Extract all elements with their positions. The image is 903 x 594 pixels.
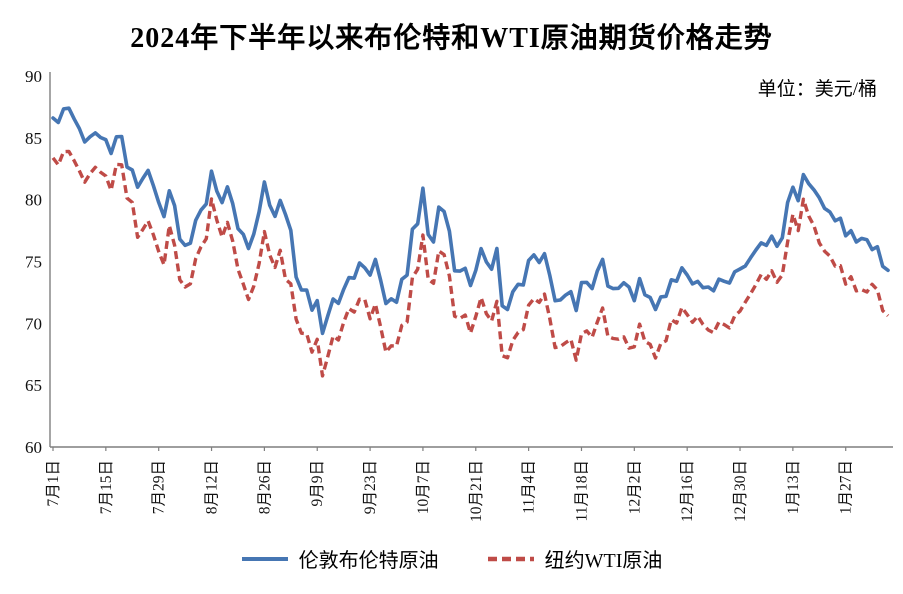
legend-item-brent: 伦敦布伦特原油	[241, 544, 439, 573]
y-tick-label: 80	[25, 191, 42, 210]
chart-legend: 伦敦布伦特原油 纽约WTI原油	[0, 544, 903, 573]
x-tick-label: 12月16日	[679, 460, 696, 522]
y-tick-label: 65	[25, 376, 42, 395]
unit-label: 单位：美元/桶	[757, 79, 877, 100]
y-tick-label: 70	[25, 314, 42, 333]
y-tick-label: 90	[25, 67, 42, 86]
x-tick-label: 1月13日	[785, 460, 802, 514]
wti-dashed-line-sample-icon	[487, 556, 534, 561]
x-tick-label: 10月21日	[468, 460, 485, 522]
legend-label-wti: 纽约WTI原油	[544, 550, 663, 572]
x-tick-label: 7月15日	[98, 460, 115, 514]
x-tick-label: 9月23日	[362, 460, 379, 514]
x-tick-label: 11月18日	[573, 460, 590, 521]
x-tick-label: 12月30日	[732, 460, 749, 522]
x-tick-label: 8月12日	[204, 460, 221, 514]
x-tick-label: 10月7日	[415, 460, 432, 514]
x-tick-label: 1月27日	[838, 460, 855, 514]
x-tick-label: 7月1日	[45, 460, 62, 507]
y-tick-label: 85	[25, 129, 42, 148]
y-tick-label: 75	[25, 253, 42, 272]
x-tick-label: 12月2日	[626, 460, 643, 514]
brent-line-sample-icon	[241, 556, 288, 561]
x-tick-label: 11月4日	[521, 460, 538, 514]
series-line-brent	[51, 106, 890, 336]
legend-label-brent: 伦敦布伦特原油	[298, 550, 439, 572]
series-line-wti	[51, 149, 890, 378]
x-tick-label: 9月9日	[309, 460, 326, 507]
x-tick-label: 7月29日	[151, 460, 168, 514]
x-tick-label: 8月26日	[256, 460, 273, 514]
y-tick-label: 60	[25, 438, 42, 457]
legend-item-wti: 纽约WTI原油	[487, 544, 663, 573]
chart-title: 2024年下半年以来布伦特和WTI原油期货价格走势	[130, 23, 773, 54]
